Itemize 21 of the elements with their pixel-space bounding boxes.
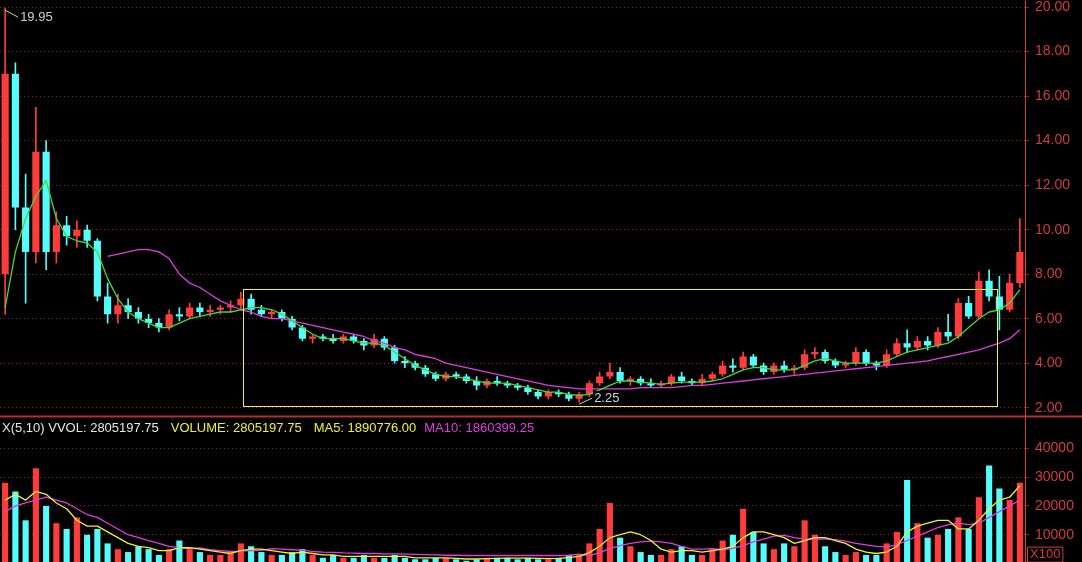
text: MA10: 1860399.25 — [424, 419, 535, 435]
annotation: VOLUME: 2805197.75 — [170, 419, 302, 435]
y-tick-label: 6.00 — [1035, 309, 1063, 326]
annotation: 2.25 — [594, 389, 620, 405]
y-tick-label: 8.00 — [1035, 264, 1063, 281]
y-tick-label: 20.00 — [1035, 0, 1071, 14]
annotation: 19.95 — [20, 8, 53, 24]
text: MA5: 1890776.00 — [313, 419, 417, 435]
y-tick-label: 16.00 — [1035, 86, 1071, 103]
y-tick-label: 12.00 — [1035, 175, 1071, 192]
y-tick-label: 4.00 — [1035, 353, 1063, 370]
y-tick-label: 10000 — [1035, 525, 1075, 542]
text: X100 — [1030, 545, 1061, 561]
y-tick-label: 20000 — [1035, 496, 1075, 513]
y-tick-label: 40000 — [1035, 438, 1075, 455]
y-tick-label: 2.00 — [1035, 398, 1063, 415]
y-tick-label: 18.00 — [1035, 42, 1071, 59]
y-tick-label: 14.00 — [1035, 131, 1071, 148]
y-tick-label: 10.00 — [1035, 220, 1071, 237]
annotation: X(5,10) VVOL: 2805197.75 — [2, 419, 159, 435]
y-tick-label: 30000 — [1035, 467, 1075, 484]
